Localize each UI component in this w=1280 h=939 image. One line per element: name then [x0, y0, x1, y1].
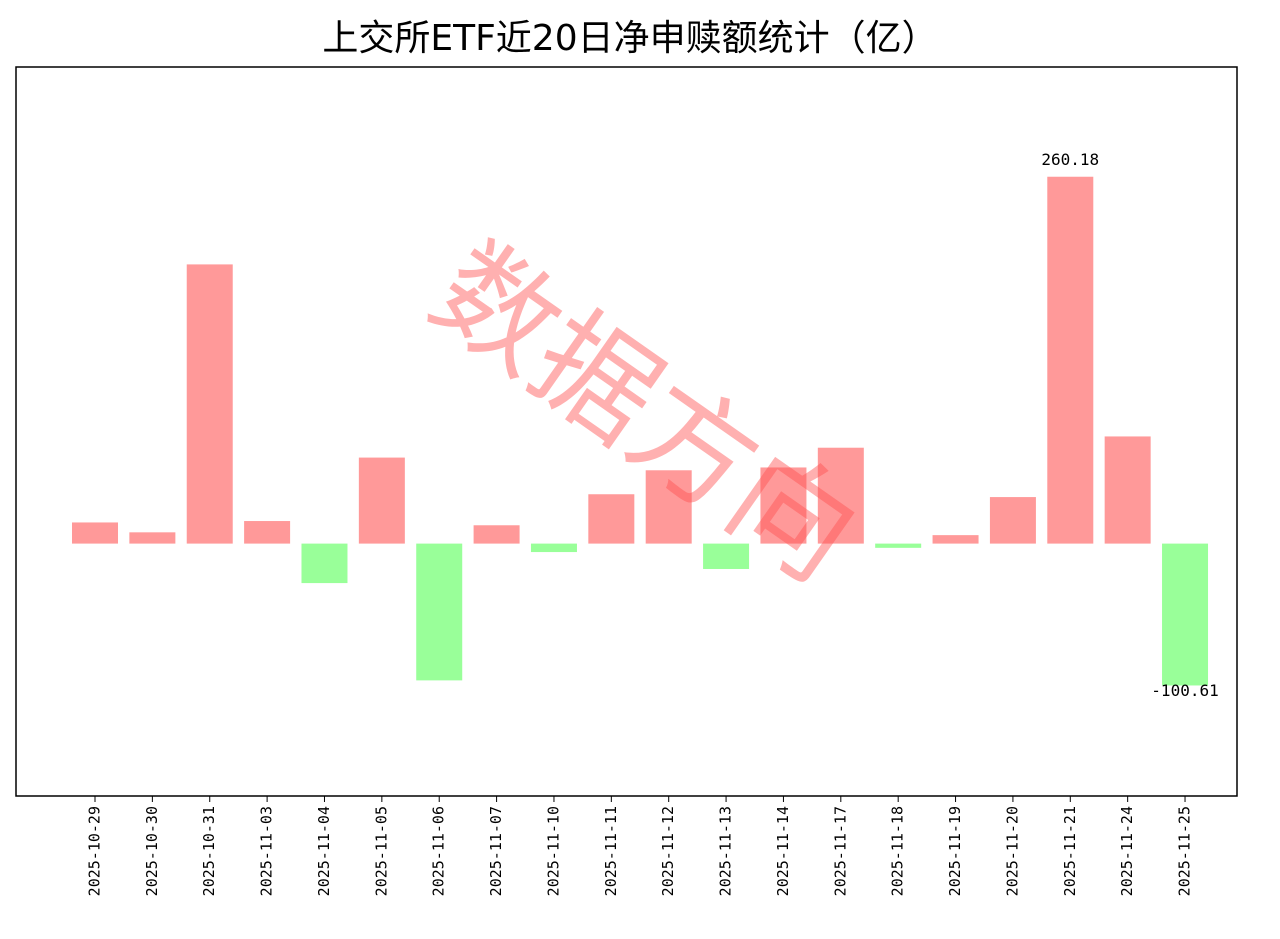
x-tick-label: 2025-11-19	[946, 806, 964, 896]
bar	[932, 535, 979, 544]
bar	[1047, 176, 1094, 544]
x-tick-label: 2025-11-25	[1176, 806, 1194, 896]
bar	[588, 494, 635, 544]
value-label: -100.61	[1151, 681, 1218, 700]
bar	[186, 264, 233, 544]
bar	[817, 447, 864, 544]
x-tick-label: 2025-11-05	[372, 806, 390, 896]
x-tick-label: 2025-11-14	[774, 806, 792, 896]
bar	[530, 543, 577, 553]
x-tick-label: 2025-10-29	[86, 806, 104, 896]
bar	[703, 543, 750, 569]
x-tick-label: 2025-11-20	[1003, 806, 1021, 896]
bar	[989, 497, 1036, 544]
bar	[760, 467, 807, 544]
bar	[129, 532, 176, 544]
x-tick-label: 2025-11-10	[544, 806, 562, 896]
x-tick-label: 2025-11-18	[889, 806, 907, 896]
x-tick-label: 2025-11-04	[315, 806, 333, 896]
x-tick-label: 2025-11-13	[717, 806, 735, 896]
plot-frame	[15, 66, 1238, 797]
x-tick-label: 2025-11-06	[430, 806, 448, 896]
bar	[875, 543, 922, 548]
x-tick-label: 2025-10-31	[200, 806, 218, 896]
x-tick-label: 2025-11-11	[602, 806, 620, 896]
x-tick-label: 2025-11-07	[487, 806, 505, 896]
x-tick-label: 2025-11-12	[659, 806, 677, 896]
bar	[72, 522, 118, 544]
x-tick-label: 2025-11-21	[1061, 806, 1079, 896]
bar	[301, 543, 348, 584]
chart-title: 上交所ETF近20日净申赎额统计（亿）	[322, 18, 937, 59]
watermark: 数据方向	[408, 219, 881, 608]
x-tick-label: 2025-10-30	[143, 806, 161, 896]
bar	[1104, 436, 1151, 544]
bar	[244, 521, 291, 544]
value-label: 260.18	[1041, 150, 1099, 169]
bar	[645, 470, 692, 544]
bar	[358, 457, 405, 544]
x-tick-label: 2025-11-24	[1118, 806, 1136, 896]
bar	[1162, 543, 1209, 686]
bar	[416, 543, 463, 681]
x-tick-label: 2025-11-17	[831, 806, 849, 896]
x-tick-label: 2025-11-03	[258, 806, 276, 896]
bar	[473, 525, 520, 544]
